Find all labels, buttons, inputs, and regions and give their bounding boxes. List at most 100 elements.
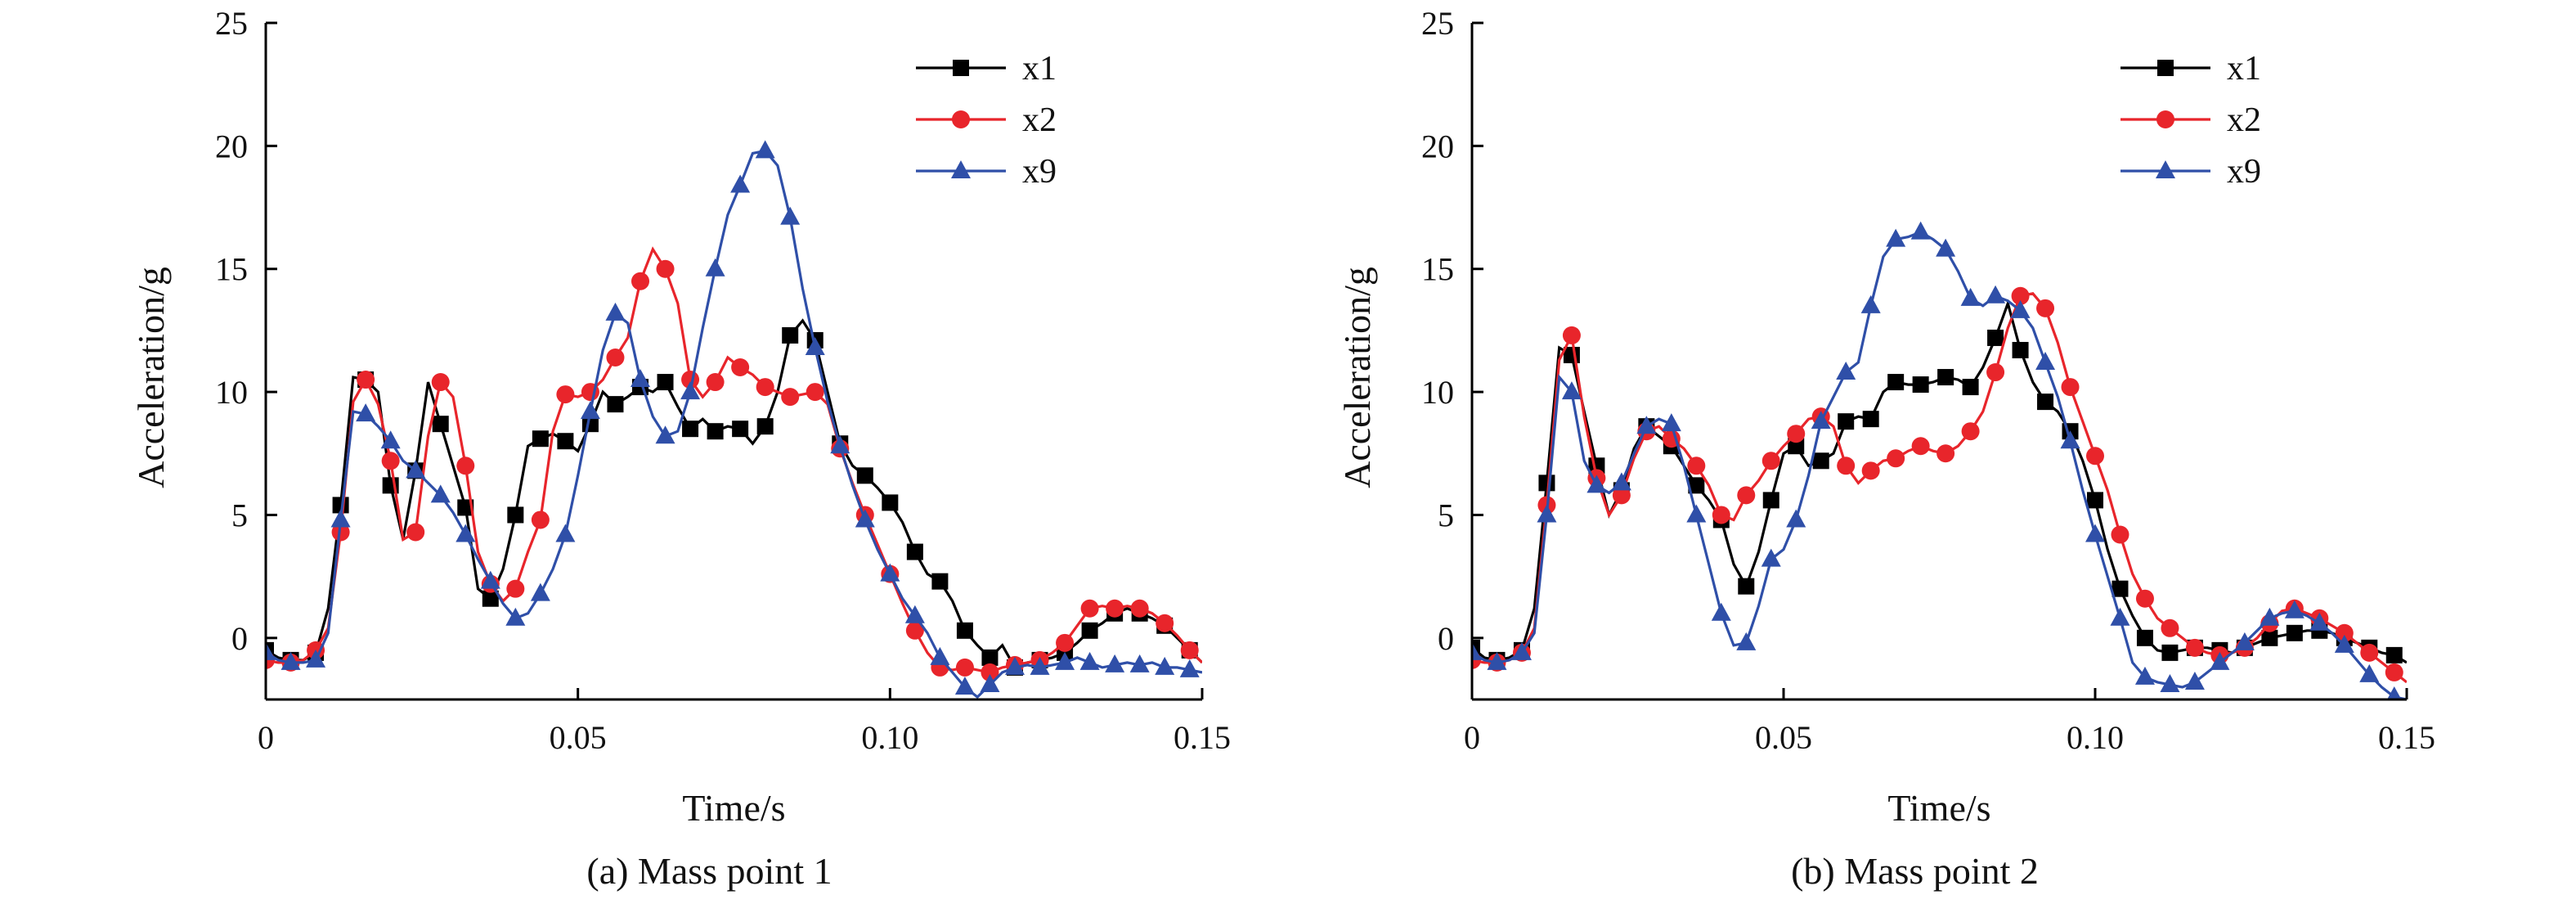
point-x1 bbox=[732, 421, 749, 438]
x-tick-label: 0.15 bbox=[2378, 719, 2435, 756]
point-x9 bbox=[2334, 634, 2354, 653]
point-x1 bbox=[756, 418, 774, 435]
point-x2 bbox=[1106, 599, 1124, 618]
point-x2 bbox=[1712, 506, 1730, 524]
point-x9 bbox=[2184, 671, 2205, 690]
series-line-x2 bbox=[266, 246, 1202, 674]
chart-mass-point-2: 0 5 10 15 20 25 0 0.05 0.10 0.15 Time/s Acceleratio… bbox=[1336, 5, 2435, 892]
point-x9 bbox=[655, 425, 675, 444]
point-x9 bbox=[830, 435, 850, 454]
point-x1 bbox=[2012, 341, 2029, 358]
point-x1 bbox=[2385, 646, 2403, 663]
point-x2 bbox=[556, 385, 575, 404]
point-x9 bbox=[1736, 632, 1757, 650]
point-x9 bbox=[855, 509, 875, 528]
point-x2 bbox=[1687, 456, 1706, 475]
legend-marker-x9 bbox=[2156, 160, 2175, 178]
point-x1 bbox=[1987, 329, 2004, 346]
y-tick-label: 0 bbox=[231, 620, 248, 657]
point-x9 bbox=[356, 403, 376, 422]
point-x9 bbox=[1686, 504, 1707, 523]
point-x1 bbox=[782, 326, 799, 344]
point-x1 bbox=[707, 423, 724, 440]
point-x2 bbox=[631, 272, 649, 290]
point-x1 bbox=[931, 573, 949, 590]
point-x2 bbox=[1837, 456, 1856, 475]
point-x9 bbox=[1711, 602, 1731, 621]
chart-mass-point-1: 0 5 10 15 20 25 0 0.05 0.10 0.15 Time/s Acceleratio… bbox=[130, 5, 1231, 892]
point-x2 bbox=[1961, 422, 1980, 441]
plot-area bbox=[1472, 221, 2407, 699]
point-x2 bbox=[2360, 643, 2379, 662]
point-x9 bbox=[430, 484, 451, 503]
y-tick-label: 10 bbox=[1421, 374, 1454, 411]
point-x2 bbox=[806, 383, 824, 402]
legend-label-x9: x9 bbox=[2227, 153, 2261, 191]
series-x2 bbox=[266, 246, 1202, 681]
point-x1 bbox=[2136, 629, 2153, 646]
series-line-x9 bbox=[1472, 230, 2407, 699]
point-x9 bbox=[1986, 285, 2006, 304]
point-x9 bbox=[2309, 612, 2330, 631]
point-x1 bbox=[2037, 394, 2054, 411]
point-x1 bbox=[1472, 639, 1480, 656]
point-x9 bbox=[1005, 656, 1025, 675]
point-x2 bbox=[1911, 437, 1930, 456]
point-x1 bbox=[1738, 578, 1755, 595]
point-x9 bbox=[904, 605, 925, 623]
point-x9 bbox=[480, 570, 500, 589]
point-x9 bbox=[631, 369, 650, 388]
point-x1 bbox=[1762, 492, 1779, 509]
point-x9 bbox=[1960, 287, 1981, 306]
point-x9 bbox=[1836, 362, 1856, 380]
point-x9 bbox=[1586, 474, 1607, 493]
point-x2 bbox=[1080, 599, 1099, 618]
point-x2 bbox=[357, 371, 375, 389]
point-x2 bbox=[381, 452, 400, 470]
point-x9 bbox=[2284, 600, 2304, 618]
point-x2 bbox=[1612, 486, 1631, 505]
point-x9 bbox=[1936, 238, 1956, 257]
point-x9 bbox=[2387, 686, 2402, 699]
y-axis-label: Acceleration/g bbox=[1336, 267, 1378, 488]
legend-label-x1: x1 bbox=[2227, 50, 2261, 88]
point-x9 bbox=[280, 651, 301, 670]
point-x2 bbox=[531, 510, 550, 529]
legend: x1 x2 x9 bbox=[916, 50, 1057, 191]
legend-marker-x2 bbox=[2156, 110, 2174, 128]
point-x2 bbox=[1156, 614, 1174, 632]
legend-label-x9: x9 bbox=[1022, 153, 1057, 191]
point-x9 bbox=[2010, 299, 2031, 318]
point-x1 bbox=[607, 396, 624, 413]
series-x1 bbox=[1472, 299, 2407, 668]
point-x9 bbox=[680, 381, 701, 400]
point-x9 bbox=[1472, 641, 1482, 660]
x-tick-label: 0.05 bbox=[550, 719, 607, 756]
point-x1 bbox=[1937, 369, 1954, 386]
point-x2 bbox=[656, 259, 675, 278]
point-x9 bbox=[580, 401, 600, 420]
point-x9 bbox=[406, 460, 426, 479]
point-x9 bbox=[880, 563, 900, 582]
point-x9 bbox=[730, 174, 751, 193]
point-x2 bbox=[1787, 425, 1806, 443]
point-x2 bbox=[756, 378, 774, 397]
point-x2 bbox=[606, 348, 625, 367]
x-tick-label: 0 bbox=[1464, 719, 1480, 756]
point-x9 bbox=[555, 524, 576, 542]
legend-marker-x2 bbox=[952, 110, 970, 128]
chart-caption: (b) Mass point 2 bbox=[1791, 850, 2039, 892]
point-x1 bbox=[507, 506, 524, 524]
point-x9 bbox=[1129, 654, 1150, 672]
point-x1 bbox=[657, 374, 674, 391]
x-tick-label: 0.15 bbox=[1174, 719, 1231, 756]
point-x2 bbox=[1936, 444, 1955, 463]
point-x1 bbox=[682, 421, 699, 438]
y-tick-label: 25 bbox=[215, 5, 248, 42]
point-x9 bbox=[2085, 524, 2105, 542]
point-x1 bbox=[1788, 438, 1805, 455]
point-x1 bbox=[432, 416, 449, 433]
point-x9 bbox=[2035, 352, 2056, 371]
point-x9 bbox=[2210, 651, 2230, 670]
